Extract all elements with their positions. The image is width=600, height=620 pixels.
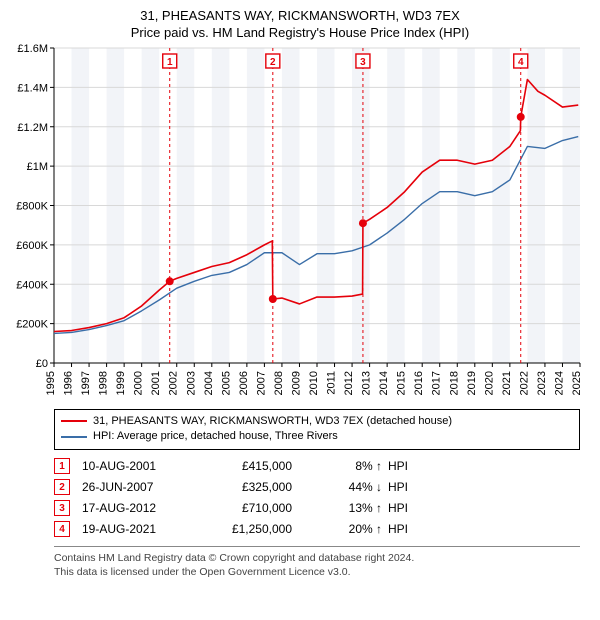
svg-text:2021: 2021 [501, 371, 513, 395]
svg-text:2020: 2020 [483, 371, 495, 395]
chart-title-address: 31, PHEASANTS WAY, RICKMANSWORTH, WD3 7E… [0, 0, 600, 25]
sale-cmp: HPI [382, 459, 442, 473]
sale-delta: 20% ↑ [322, 522, 382, 536]
chart-legend: 31, PHEASANTS WAY, RICKMANSWORTH, WD3 7E… [54, 409, 580, 450]
svg-text:£1.2M: £1.2M [17, 122, 48, 134]
svg-text:2: 2 [270, 57, 276, 68]
legend-swatch-property [61, 420, 87, 422]
legend-label-hpi: HPI: Average price, detached house, Thre… [93, 429, 338, 444]
svg-text:2015: 2015 [396, 371, 408, 395]
svg-text:2010: 2010 [308, 371, 320, 395]
svg-text:1995: 1995 [45, 371, 57, 395]
svg-text:2001: 2001 [150, 371, 162, 395]
svg-text:2012: 2012 [343, 371, 355, 395]
sale-marker-box: 4 [54, 521, 70, 537]
svg-text:2017: 2017 [431, 371, 443, 395]
svg-text:2000: 2000 [133, 371, 145, 395]
svg-text:2002: 2002 [168, 371, 180, 395]
legend-row: HPI: Average price, detached house, Thre… [61, 429, 573, 444]
svg-text:2006: 2006 [238, 371, 250, 395]
svg-text:2008: 2008 [273, 371, 285, 395]
footer-line-1: Contains HM Land Registry data © Crown c… [54, 551, 580, 565]
sales-row: 3 17-AUG-2012£710,00013% ↑HPI [54, 498, 580, 519]
svg-text:4: 4 [518, 57, 524, 68]
svg-text:£0: £0 [36, 358, 48, 370]
svg-text:£1.4M: £1.4M [17, 82, 48, 94]
sale-marker-box: 3 [54, 500, 70, 516]
svg-text:2019: 2019 [466, 371, 478, 395]
sales-row: 2 26-JUN-2007£325,00044% ↓HPI [54, 477, 580, 498]
svg-text:1998: 1998 [98, 371, 110, 395]
svg-text:2009: 2009 [290, 371, 302, 395]
svg-text:2014: 2014 [378, 371, 390, 395]
sale-marker-box: 2 [54, 479, 70, 495]
svg-text:1999: 1999 [115, 371, 127, 395]
svg-text:2004: 2004 [203, 371, 215, 395]
sale-price: £325,000 [212, 480, 322, 494]
svg-text:2024: 2024 [553, 371, 565, 395]
price-chart: £0 £200K £400K £600K £800K £1M £1.2M £1.4M £1.6M… [0, 42, 600, 405]
svg-text:2023: 2023 [536, 371, 548, 395]
svg-text:2013: 2013 [361, 371, 373, 395]
svg-text:1997: 1997 [80, 371, 92, 395]
svg-text:1996: 1996 [63, 371, 75, 395]
sale-delta: 8% ↑ [322, 459, 382, 473]
svg-text:£1.6M: £1.6M [17, 43, 48, 55]
sales-table: 110-AUG-2001£415,0008% ↑HPI226-JUN-2007£… [54, 456, 580, 540]
svg-text:2025: 2025 [571, 371, 583, 395]
legend-row: 31, PHEASANTS WAY, RICKMANSWORTH, WD3 7E… [61, 414, 573, 429]
sale-date: 26-JUN-2007 [82, 480, 212, 494]
svg-text:£200K: £200K [16, 318, 48, 330]
svg-text:£600K: £600K [16, 240, 48, 252]
chart-title-subtitle: Price paid vs. HM Land Registry's House … [0, 25, 600, 42]
sales-row: 1 10-AUG-2001£415,0008% ↑HPI [54, 456, 580, 477]
footer-line-2: This data is licensed under the Open Gov… [54, 565, 580, 579]
sale-cmp: HPI [382, 522, 442, 536]
svg-text:2003: 2003 [185, 371, 197, 395]
legend-swatch-hpi [61, 436, 87, 438]
svg-text:2005: 2005 [220, 371, 232, 395]
sales-row: 4 19-AUG-2021£1,250,00020% ↑HPI [54, 519, 580, 540]
sale-cmp: HPI [382, 480, 442, 494]
sale-price: £1,250,000 [212, 522, 322, 536]
svg-text:2018: 2018 [448, 371, 460, 395]
sale-price: £415,000 [212, 459, 322, 473]
svg-text:3: 3 [360, 57, 366, 68]
sale-delta: 13% ↑ [322, 501, 382, 515]
sale-marker-box: 1 [54, 458, 70, 474]
chart-footer: Contains HM Land Registry data © Crown c… [54, 546, 580, 579]
svg-text:2007: 2007 [255, 371, 267, 395]
svg-text:2016: 2016 [413, 371, 425, 395]
sale-date: 19-AUG-2021 [82, 522, 212, 536]
sale-price: £710,000 [212, 501, 322, 515]
svg-text:1: 1 [167, 57, 173, 68]
svg-text:£800K: £800K [16, 200, 48, 212]
svg-text:£1M: £1M [27, 161, 48, 173]
svg-text:2022: 2022 [518, 371, 530, 395]
sale-date: 17-AUG-2012 [82, 501, 212, 515]
sale-cmp: HPI [382, 501, 442, 515]
svg-text:£400K: £400K [16, 279, 48, 291]
sale-date: 10-AUG-2001 [82, 459, 212, 473]
svg-text:2011: 2011 [326, 371, 338, 395]
legend-label-property: 31, PHEASANTS WAY, RICKMANSWORTH, WD3 7E… [93, 414, 452, 429]
sale-delta: 44% ↓ [322, 480, 382, 494]
